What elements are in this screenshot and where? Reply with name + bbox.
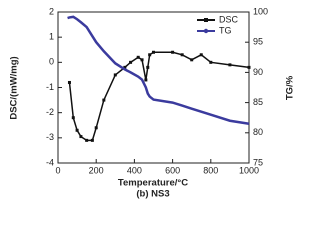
y-axis-label: DSC/(mW/mg)	[9, 56, 20, 119]
legend-label: TG	[219, 25, 232, 35]
data-point	[85, 138, 89, 142]
data-point	[247, 65, 251, 69]
data-point	[102, 98, 106, 102]
caption: (b) NS3	[136, 189, 169, 200]
data-point	[71, 116, 75, 120]
y-tick-label: -4	[46, 157, 54, 167]
data-point	[144, 78, 148, 82]
y-tick-label: -2	[46, 107, 54, 117]
data-point	[199, 53, 203, 57]
data-point	[129, 60, 133, 64]
y2-tick-label: 80	[253, 127, 263, 137]
data-point	[180, 53, 184, 57]
data-point	[171, 50, 175, 54]
data-point	[75, 128, 79, 132]
x-tick-label: 1000	[239, 165, 259, 175]
legend-marker	[204, 18, 208, 22]
legend-label: DSC	[219, 14, 239, 24]
data-point	[146, 65, 150, 69]
y-tick-label: 2	[49, 6, 54, 16]
x-tick-label: 200	[89, 165, 104, 175]
y-tick-label: 1	[49, 32, 54, 42]
x-tick-label: 600	[165, 165, 180, 175]
data-point	[90, 138, 94, 142]
data-point	[140, 58, 144, 62]
y-tick-label: -3	[46, 132, 54, 142]
legend-marker	[203, 28, 209, 34]
chart: Temperature/°C (b) NS3 DSC/(mW/mg) TG/% …	[9, 6, 296, 200]
x-tick-label: 800	[203, 165, 218, 175]
data-point	[148, 53, 152, 57]
data-point	[79, 135, 83, 139]
data-point	[94, 126, 98, 130]
y2-tick-label: 75	[253, 157, 263, 167]
y2-axis-label: TG/%	[285, 75, 296, 100]
series-line	[67, 15, 250, 125]
y2-tick-label: 100	[253, 6, 268, 16]
data-point	[113, 73, 117, 77]
data-point	[228, 63, 232, 67]
data-point	[190, 58, 194, 62]
y2-tick-label: 85	[253, 97, 263, 107]
data-point	[136, 55, 140, 59]
y-tick-label: 0	[49, 57, 54, 67]
y2-tick-label: 90	[253, 67, 263, 77]
data-point	[123, 65, 127, 69]
x-axis-label: Temperature/°C	[118, 178, 188, 189]
x-tick-label: 400	[127, 165, 142, 175]
y2-tick-label: 95	[253, 37, 263, 47]
data-point	[152, 50, 155, 54]
y-tick-label: -1	[46, 82, 54, 92]
x-tick-label: 0	[55, 165, 60, 175]
data-point	[209, 60, 213, 64]
data-point	[67, 80, 71, 84]
